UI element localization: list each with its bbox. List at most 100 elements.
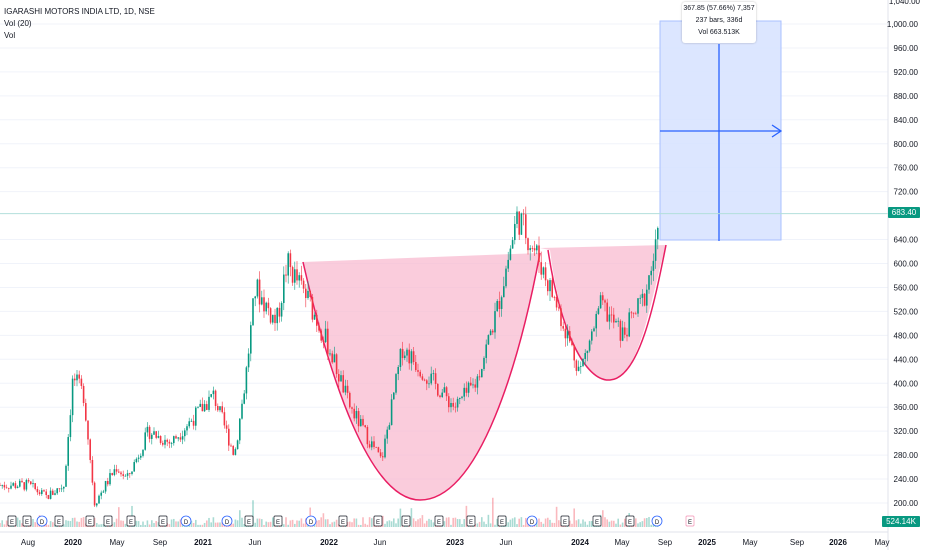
projection-arrow (771, 124, 783, 138)
volume-bar (265, 521, 267, 527)
candle-body (188, 421, 190, 427)
volume-bar (610, 520, 613, 527)
candle-body (621, 327, 624, 341)
candle-body (234, 449, 237, 455)
candle-body (346, 385, 349, 393)
volume-bar (203, 522, 206, 527)
candle-body (654, 239, 657, 261)
volume-bar (582, 519, 584, 527)
candle-body (298, 275, 300, 281)
x-tick-label: May (109, 538, 124, 547)
volume-bar (34, 522, 36, 527)
earnings-marker (22, 515, 32, 527)
volume-bar (102, 523, 105, 527)
volume-bar (417, 519, 419, 527)
candle-body (566, 331, 569, 339)
y-tick-label: 400.00 (894, 379, 919, 388)
volume-bar (318, 520, 320, 527)
candle-body (12, 483, 14, 486)
volume-bar (388, 520, 391, 527)
y-tick-label: 600.00 (894, 260, 919, 269)
volume-badge: 524.14K (882, 516, 920, 527)
volume-bar (199, 524, 201, 527)
candle-body (294, 269, 296, 283)
candle-body (250, 325, 252, 354)
candle-body (311, 297, 314, 320)
candle-body (628, 312, 630, 337)
candle-body (261, 297, 263, 305)
candle-body (364, 425, 366, 428)
x-tick-label: May (874, 538, 889, 547)
volume-bar (619, 524, 622, 527)
volume-indicator-label[interactable]: Vol (20) (4, 19, 32, 28)
volume-bar (349, 521, 351, 527)
candle-body (85, 403, 87, 421)
volume-bar (584, 521, 586, 527)
event-marker-label: E (276, 520, 280, 526)
volume-bar (511, 518, 514, 527)
volume-label[interactable]: Vol (4, 31, 16, 40)
candle-body (520, 213, 523, 235)
candle-body (309, 290, 311, 298)
volume-bar (538, 518, 540, 527)
candle-body (388, 425, 391, 430)
candle-body (49, 490, 52, 499)
candle-body (595, 313, 597, 329)
candle-body (69, 415, 72, 438)
candle-body (641, 293, 644, 298)
candle-body (459, 397, 461, 399)
volume-bar (608, 521, 611, 527)
candle-body (157, 436, 160, 438)
volume-bar (124, 523, 127, 527)
x-tick-label: 2024 (571, 538, 589, 547)
candle-body (239, 418, 241, 441)
candle-body (408, 349, 410, 364)
candle-body (441, 392, 443, 397)
candle-body (195, 407, 197, 426)
volume-bar (320, 517, 322, 527)
candle-body (538, 245, 540, 263)
volume-bar (76, 521, 78, 527)
candle-body (397, 367, 399, 375)
candle-body (439, 395, 441, 397)
candle-body (564, 328, 567, 339)
y-tick-label: 920.00 (894, 68, 919, 77)
volume-bar (650, 524, 652, 527)
candle-body (371, 441, 373, 448)
event-marker-label: D (184, 520, 189, 526)
candle-body (527, 238, 529, 251)
candle-body (38, 492, 41, 495)
x-tick-label: 2025 (698, 538, 716, 547)
event-marker-label: E (57, 520, 61, 526)
volume-bar (549, 519, 551, 527)
candle-body (588, 340, 591, 351)
volume-bar (192, 523, 195, 527)
candle-body (575, 360, 578, 371)
volume-bar (173, 518, 175, 527)
earnings-marker (158, 515, 168, 527)
candle-body (80, 378, 83, 386)
candle-body (509, 248, 512, 260)
candle-body (569, 331, 571, 342)
candle-body (71, 378, 74, 416)
candle-body (76, 374, 78, 381)
volume-bar (21, 523, 23, 527)
candle-body (467, 382, 470, 393)
candle-body (472, 384, 474, 386)
candle-body (120, 472, 122, 475)
event-marker-label: E (161, 520, 165, 526)
volume-bar (197, 524, 199, 527)
candle-body (159, 436, 162, 443)
candle-body (360, 418, 362, 427)
candle-body (285, 274, 287, 276)
candle-body (481, 369, 483, 378)
candle-body (41, 490, 43, 495)
x-tick-label: 2020 (64, 538, 82, 547)
x-tick-label: Sep (153, 538, 168, 547)
x-tick-label: 2026 (829, 538, 847, 547)
volume-bar (615, 523, 617, 527)
x-tick-label: May (614, 538, 629, 547)
volume-bar (489, 523, 492, 527)
